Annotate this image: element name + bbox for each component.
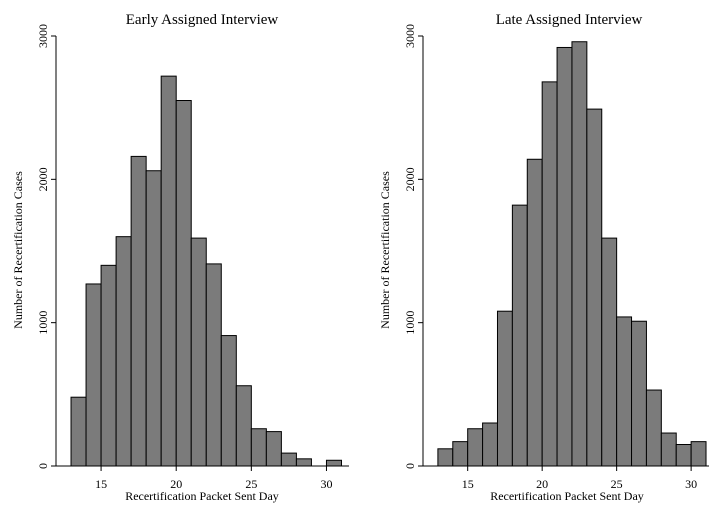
- histogram-bar: [690, 441, 707, 467]
- histogram-bar: [205, 263, 222, 467]
- x-axis-label: Recertification Packet Sent Day: [125, 489, 279, 503]
- y-axis-label: Number of Recertification Cases: [11, 171, 25, 329]
- histogram-bar: [482, 422, 498, 467]
- histogram-bar: [220, 335, 237, 467]
- histogram-bar: [452, 441, 469, 467]
- histogram-bar: [660, 432, 677, 467]
- histogram-bar: [511, 204, 528, 467]
- histogram-early: Early Assigned Interview Recertification…: [11, 12, 349, 503]
- histogram-bar: [601, 237, 618, 467]
- histogram-bar: [571, 41, 588, 467]
- histogram-late: Late Assigned Interview Recertification …: [378, 12, 709, 503]
- histogram-bar: [496, 310, 513, 467]
- y-axis-label: Number of Recertification Cases: [378, 171, 392, 329]
- histogram-bar: [675, 444, 692, 467]
- histogram-bar: [250, 428, 267, 467]
- y-tick-label: 0: [403, 463, 417, 469]
- histogram-bar: [645, 389, 662, 467]
- histogram-bar: [295, 458, 312, 467]
- histogram-bar: [280, 452, 297, 467]
- histogram-bar: [235, 385, 252, 467]
- histogram-bar: [526, 158, 543, 467]
- histogram-bar: [541, 81, 558, 467]
- y-tick-label: 3000: [36, 24, 50, 48]
- y-tick-label: 2000: [36, 167, 50, 191]
- x-tick-label: 20: [536, 477, 548, 491]
- histogram-bar: [325, 459, 342, 467]
- chart-title: Late Assigned Interview: [496, 12, 643, 28]
- bars: [70, 75, 342, 467]
- x-tick-label: 20: [170, 477, 182, 491]
- x-tick-label: 30: [320, 477, 332, 491]
- y-tick-label: 0: [36, 463, 50, 469]
- x-tick-label: 25: [611, 477, 623, 491]
- ticks: 15 20 25 30 0 1000 2000 3000: [403, 24, 709, 491]
- chart-title: Early Assigned Interview: [126, 12, 279, 28]
- histogram-bar: [437, 448, 454, 467]
- y-tick-label: 2000: [403, 167, 417, 191]
- histogram-bar: [175, 100, 192, 467]
- y-tick-label: 3000: [403, 24, 417, 48]
- histogram-bar: [85, 283, 102, 467]
- histogram-bar: [265, 431, 282, 467]
- histogram-bar: [70, 396, 87, 467]
- histogram-bar: [631, 320, 647, 467]
- x-tick-label: 25: [245, 477, 257, 491]
- x-tick-label: 15: [95, 477, 107, 491]
- histogram-bar: [160, 75, 177, 467]
- histogram-bar: [115, 236, 132, 467]
- histogram-bar: [616, 316, 633, 467]
- bars: [437, 41, 707, 467]
- x-tick-label: 30: [685, 477, 697, 491]
- y-tick-label: 1000: [403, 311, 417, 335]
- histogram-bar: [130, 155, 147, 467]
- histogram-bar: [586, 108, 603, 467]
- histogram-bar: [100, 264, 117, 467]
- histogram-bar: [556, 46, 573, 467]
- x-tick-label: 15: [462, 477, 474, 491]
- x-axis-label: Recertification Packet Sent Day: [490, 489, 644, 503]
- histogram-bar: [467, 428, 484, 467]
- y-tick-label: 1000: [36, 311, 50, 335]
- ticks: 15 20 25 30 0 1000 2000 3000: [36, 24, 349, 491]
- histogram-bar: [190, 237, 207, 467]
- histogram-bar: [145, 170, 162, 467]
